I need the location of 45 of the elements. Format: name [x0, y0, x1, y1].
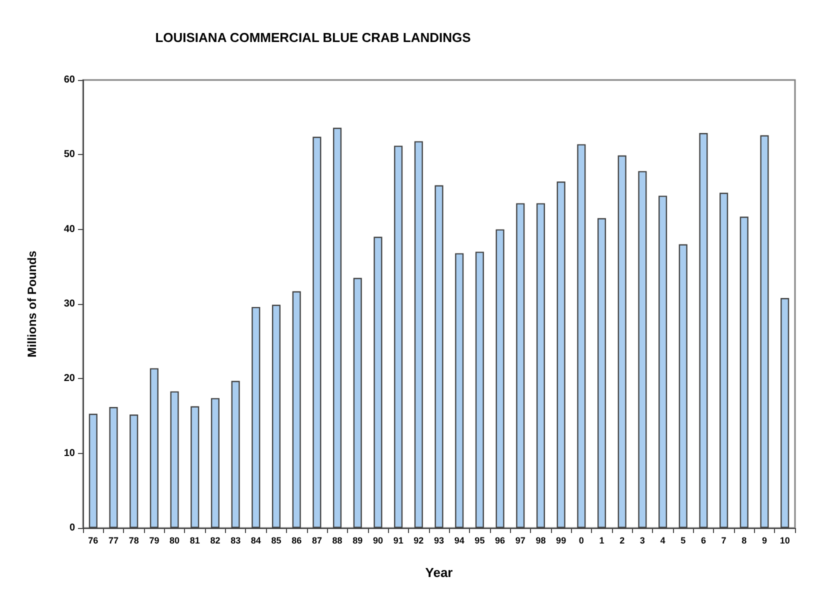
chart-title: LOUISIANA COMMERCIAL BLUE CRAB LANDINGS [155, 30, 472, 45]
x-tick-label: 8 [742, 536, 747, 546]
x-tick-label: 83 [230, 536, 241, 546]
x-tick-label: 78 [128, 536, 139, 546]
y-tick-label: 60 [64, 74, 76, 86]
x-tick-label: 77 [108, 536, 119, 546]
x-tick-label: 10 [780, 536, 790, 546]
x-tick-label: 89 [352, 536, 363, 546]
x-tick-label: 1 [599, 536, 604, 546]
y-tick-label: 50 [64, 149, 76, 160]
x-tick-label: 97 [515, 536, 526, 546]
x-tick-label: 0 [578, 536, 584, 546]
y-axis-title: Millions of Pounds [25, 250, 39, 358]
x-tick-label: 84 [250, 536, 261, 546]
y-tick-label: 30 [64, 298, 76, 310]
x-tick-label: 3 [640, 536, 645, 546]
x-tick-label: 5 [680, 536, 686, 546]
x-tick-label: 82 [210, 536, 220, 546]
x-tick-label: 96 [495, 536, 506, 546]
x-tick-label: 6 [700, 536, 706, 546]
y-tick-label: 20 [64, 373, 76, 384]
x-tick-label: 76 [88, 536, 98, 546]
x-tick-label: 94 [454, 536, 464, 546]
x-tick-label: 79 [149, 536, 160, 546]
x-tick-label: 90 [372, 536, 383, 546]
x-tick-label: 85 [271, 536, 282, 546]
x-axis-title: Year [425, 565, 453, 580]
x-tick-label: 9 [762, 536, 767, 546]
y-tick-label: 0 [69, 522, 76, 534]
x-tick-label: 95 [474, 536, 485, 546]
x-tick-label: 93 [434, 536, 444, 546]
x-tick-label: 92 [414, 536, 424, 546]
x-tick-label: 91 [393, 536, 404, 546]
y-tick-label: 10 [64, 448, 76, 459]
x-tick-label: 4 [660, 536, 666, 546]
x-tick-label: 81 [190, 536, 200, 546]
x-tick-label: 86 [292, 536, 302, 546]
x-tick-label: 2 [620, 536, 625, 546]
x-tick-label: 7 [721, 536, 726, 546]
x-tick-label: 98 [536, 536, 546, 546]
x-tick-label: 88 [332, 536, 342, 546]
y-tick-label: 40 [64, 224, 76, 235]
x-tick-label: 87 [312, 536, 322, 546]
x-tick-label: 80 [170, 536, 180, 546]
x-tick-label: 99 [556, 536, 566, 546]
